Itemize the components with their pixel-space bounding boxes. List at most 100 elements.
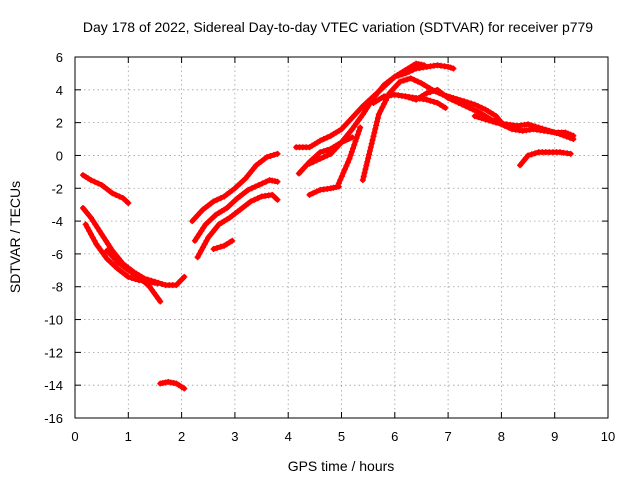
- plus-marker: [375, 111, 382, 118]
- plus-marker: [423, 96, 430, 103]
- plus-marker: [198, 247, 205, 254]
- plus-marker: [262, 178, 269, 185]
- plus-marker: [389, 87, 396, 94]
- y-tick-label: -6: [51, 247, 63, 262]
- series-track-h: [194, 191, 281, 261]
- x-tick-label: 3: [231, 429, 238, 444]
- plus-marker: [263, 154, 270, 161]
- plus-marker: [475, 114, 482, 121]
- plus-marker: [335, 142, 342, 149]
- series-track-e: [157, 378, 188, 392]
- plus-marker: [94, 224, 101, 231]
- plus-marker: [374, 118, 381, 125]
- plus-marker: [210, 245, 217, 252]
- plus-marker: [341, 166, 348, 173]
- series-track-q: [402, 93, 449, 111]
- x-tick-label: 9: [551, 429, 558, 444]
- plus-marker: [567, 134, 574, 141]
- y-tick-label: -10: [44, 313, 63, 328]
- plus-marker: [430, 87, 437, 94]
- plus-marker: [103, 247, 110, 254]
- plus-marker: [445, 63, 452, 70]
- plus-marker: [270, 151, 277, 158]
- plus-marker: [214, 196, 221, 203]
- plus-marker: [427, 97, 434, 104]
- plus-marker: [210, 198, 217, 205]
- plus-marker: [349, 114, 356, 121]
- plus-marker: [407, 75, 414, 82]
- plus-marker: [95, 180, 102, 187]
- plus-marker: [459, 101, 466, 108]
- plus-marker: [320, 148, 327, 155]
- axis-ticks: 0 1 2 3 4 5 6 7 8 9 10 6 4 2 0 -2 -4 -6 -8 -10 -12 -14 -16: [44, 50, 615, 444]
- plus-marker: [267, 153, 274, 160]
- series-track-i: [210, 237, 236, 252]
- y-tick-label: -4: [51, 214, 63, 229]
- plus-marker: [301, 164, 308, 171]
- plus-marker: [361, 108, 368, 115]
- x-tick-label: 6: [391, 429, 398, 444]
- plus-marker: [341, 123, 348, 130]
- plus-marker: [402, 70, 409, 77]
- series-track-r: [471, 113, 577, 143]
- x-tick-label: 8: [498, 429, 505, 444]
- series-track-m: [306, 183, 342, 198]
- plus-marker: [381, 100, 388, 107]
- plus-marker: [364, 104, 371, 111]
- plus-marker: [362, 166, 369, 173]
- y-tick-label: 0: [56, 148, 63, 163]
- plus-marker: [91, 237, 98, 244]
- plus-marker: [317, 137, 324, 144]
- plus-marker: [102, 237, 109, 244]
- y-tick-label: 2: [56, 116, 63, 131]
- plus-marker: [468, 100, 475, 107]
- plus-marker: [87, 231, 94, 238]
- plus-marker: [199, 244, 206, 251]
- plus-marker: [406, 68, 413, 75]
- plus-marker: [430, 98, 437, 105]
- plus-marker: [394, 81, 401, 88]
- plus-marker: [84, 224, 91, 231]
- plus-marker: [372, 126, 379, 133]
- plus-marker: [217, 195, 224, 202]
- plus-marker: [324, 134, 331, 141]
- plus-marker: [175, 279, 182, 286]
- plus-marker: [128, 274, 135, 281]
- plus-marker: [194, 254, 201, 261]
- x-tick-label: 5: [338, 429, 345, 444]
- plus-marker: [333, 145, 340, 152]
- plus-marker: [343, 162, 350, 169]
- plus-marker: [353, 134, 360, 141]
- plus-marker: [106, 250, 113, 257]
- plus-marker: [191, 215, 198, 222]
- plus-marker: [330, 147, 337, 154]
- plus-marker: [327, 150, 334, 157]
- plus-marker: [348, 148, 355, 155]
- plus-marker: [391, 84, 398, 91]
- plus-marker: [397, 78, 404, 85]
- plus-marker: [369, 136, 376, 143]
- y-tick-label: -12: [44, 345, 63, 360]
- plus-marker: [445, 95, 452, 102]
- plus-marker: [196, 250, 203, 257]
- plus-marker: [344, 159, 351, 166]
- plus-marker: [87, 177, 94, 184]
- plus-marker: [374, 115, 381, 122]
- plus-marker: [274, 196, 281, 203]
- plus-marker: [371, 129, 378, 136]
- plus-marker: [274, 150, 281, 157]
- plus-marker: [295, 170, 302, 177]
- plus-marker: [367, 144, 374, 151]
- plus-marker: [109, 253, 116, 260]
- plus-marker: [370, 133, 377, 140]
- plus-marker: [482, 116, 489, 123]
- plus-marker: [181, 385, 188, 392]
- plus-marker: [317, 149, 324, 156]
- plus-marker: [347, 152, 354, 159]
- plus-marker: [359, 111, 366, 118]
- plus-marker: [214, 244, 221, 251]
- plus-marker: [310, 159, 317, 166]
- plus-marker: [274, 178, 281, 185]
- plus-marker: [447, 64, 454, 71]
- series-track-d: [103, 247, 164, 305]
